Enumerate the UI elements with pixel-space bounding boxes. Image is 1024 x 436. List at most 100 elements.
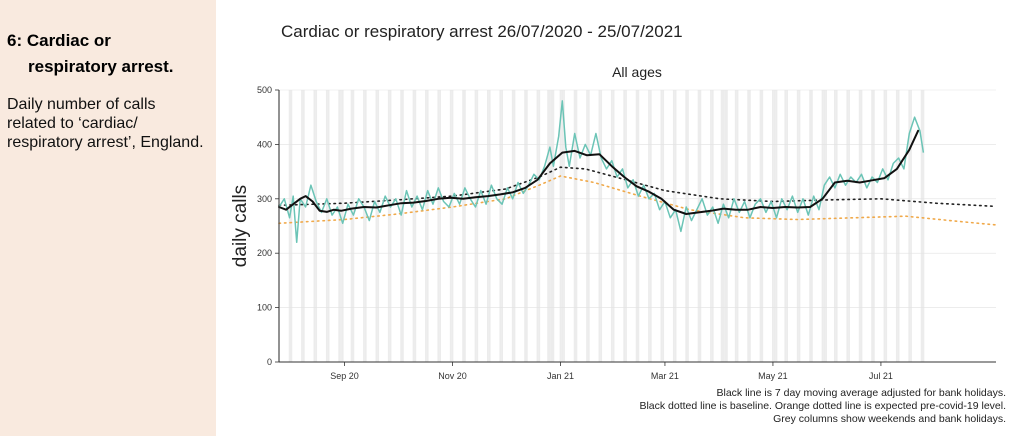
grey-column: [747, 90, 750, 362]
grey-column: [798, 90, 801, 362]
grey-column: [734, 90, 737, 362]
grey-column: [425, 90, 427, 362]
grey-column: [400, 90, 403, 362]
grey-column: [325, 90, 328, 362]
series-expected-line: [278, 175, 997, 226]
grey-column: [858, 90, 861, 362]
grey-column: [548, 90, 551, 362]
grey-column: [389, 90, 392, 362]
grey-column: [501, 90, 503, 362]
chart-title: Cardiac or respiratory arrest 26/07/2020…: [281, 22, 683, 41]
grey-column: [672, 90, 675, 362]
grey-column: [846, 90, 849, 362]
series-baseline-line: [278, 166, 997, 208]
grey-column: [364, 90, 367, 362]
grey-column: [809, 90, 811, 362]
x-tick-label: Jan 21: [547, 371, 574, 381]
grey-column: [625, 90, 627, 362]
grey-column: [610, 90, 613, 362]
x-tick-label: Sep 20: [330, 371, 359, 381]
grey-column: [598, 90, 601, 362]
grey-column: [711, 90, 714, 362]
grey-column: [722, 90, 725, 362]
grey-column: [327, 90, 330, 362]
grey-column: [586, 90, 588, 362]
grey-column: [772, 90, 774, 362]
grey-column: [784, 90, 787, 362]
grey-column: [908, 90, 911, 362]
y-tick-label: 200: [257, 248, 272, 258]
grey-column: [710, 90, 712, 362]
grey-column: [412, 90, 415, 362]
grey-column: [623, 90, 626, 362]
grey-column: [464, 90, 466, 362]
section-heading-line1: 6: Cardiac or: [7, 31, 111, 50]
grey-column: [687, 90, 689, 362]
grey-column: [538, 90, 541, 362]
grey-column: [922, 90, 925, 362]
grey-column: [561, 90, 564, 362]
grey-column: [402, 90, 404, 362]
series-moving-average-line: [278, 129, 920, 215]
grey-column: [302, 90, 305, 362]
x-tick-label: Nov 20: [438, 371, 467, 381]
note-moving-average: Black line is 7 day moving average adjus…: [716, 387, 1007, 399]
grey-column: [341, 90, 344, 362]
grey-column: [550, 90, 553, 362]
grey-column: [810, 90, 813, 362]
grey-column: [699, 90, 702, 362]
grey-column: [761, 90, 764, 362]
grey-column: [759, 90, 762, 362]
grey-column: [451, 90, 454, 362]
grey-column: [350, 90, 353, 362]
grey-column: [315, 90, 318, 362]
grey-column: [488, 90, 491, 362]
grey-column: [439, 90, 441, 362]
x-tick-label: Jul 21: [869, 371, 893, 381]
grey-column: [662, 90, 665, 362]
grey-column: [749, 90, 751, 362]
y-axis-label: daily calls: [230, 185, 251, 267]
grey-column: [637, 90, 640, 362]
grey-column: [313, 90, 316, 362]
grey-column: [387, 90, 390, 362]
grey-column: [600, 90, 603, 362]
grey-column: [340, 90, 342, 362]
section-description: Daily number of calls related to ‘cardia…: [7, 96, 204, 151]
grey-column: [835, 90, 838, 362]
chart: 0 100 200 300 400 500 Sep 20 Nov 20 Jan 21 Mar 21…: [230, 64, 997, 381]
grey-column: [449, 90, 452, 362]
axes: 0 100 200 300 400 500 Sep 20 Nov 20 Jan 21 Mar 21…: [257, 85, 996, 381]
grey-column: [736, 90, 739, 362]
grey-column: [437, 90, 440, 362]
grey-column: [883, 90, 886, 362]
grey-column: [635, 90, 638, 362]
grey-column: [487, 90, 489, 362]
grey-column: [786, 90, 788, 362]
grey-column: [660, 90, 663, 362]
grey-column: [363, 90, 365, 362]
series-daily-line: [278, 100, 925, 244]
side-panel: 6: Cardiac or respiratory arrest. Daily …: [0, 0, 216, 436]
grey-column: [697, 90, 700, 362]
grey-column: [612, 90, 615, 362]
x-tick-label: May 21: [758, 371, 788, 381]
grey-column: [848, 90, 850, 362]
grey-column: [796, 90, 799, 362]
grey-column: [288, 90, 291, 362]
grey-column: [290, 90, 293, 362]
grey-column: [871, 90, 873, 362]
grey-column: [648, 90, 650, 362]
grey-column: [920, 90, 923, 362]
grey-column: [720, 90, 723, 362]
section-heading: 6: Cardiac or respiratory arrest.: [7, 28, 212, 80]
grey-column: [575, 90, 578, 362]
grey-column: [474, 90, 477, 362]
grey-column: [825, 90, 827, 362]
grey-column: [513, 90, 516, 362]
grey-column: [775, 90, 778, 362]
x-tick-label: Mar 21: [651, 371, 679, 381]
grey-column: [414, 90, 417, 362]
grey-column: [587, 90, 590, 362]
grey-column: [885, 90, 888, 362]
